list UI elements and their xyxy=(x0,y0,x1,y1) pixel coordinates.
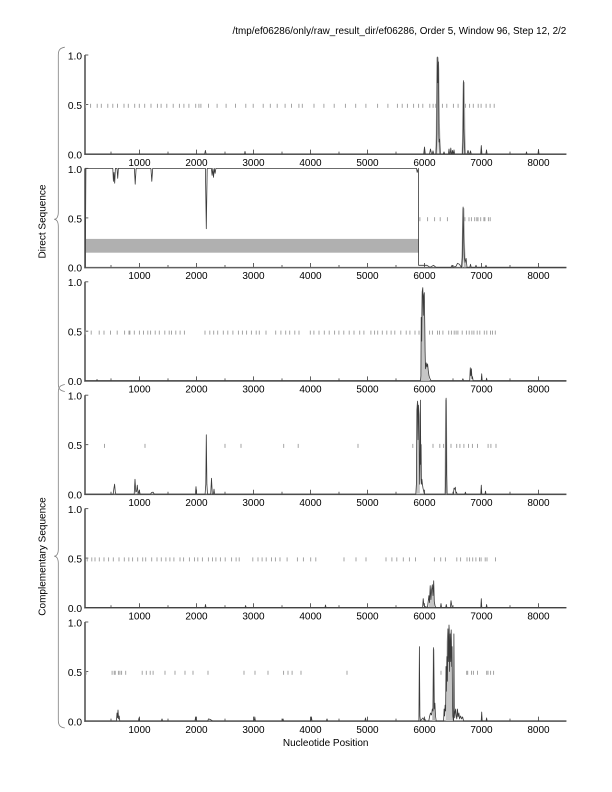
svg-text:6000: 6000 xyxy=(413,271,436,282)
svg-text:1.0: 1.0 xyxy=(68,618,82,629)
svg-text:3000: 3000 xyxy=(242,271,265,282)
svg-text:2000: 2000 xyxy=(185,158,208,169)
svg-text:4000: 4000 xyxy=(299,498,322,509)
svg-text:5000: 5000 xyxy=(356,385,379,396)
svg-text:0.5: 0.5 xyxy=(68,328,82,339)
svg-text:5000: 5000 xyxy=(356,271,379,282)
svg-text:0.5: 0.5 xyxy=(68,441,82,452)
svg-text:1.0: 1.0 xyxy=(68,51,82,62)
svg-text:5000: 5000 xyxy=(356,498,379,509)
svg-text:Nucleotide Position: Nucleotide Position xyxy=(283,738,369,749)
svg-text:6000: 6000 xyxy=(413,725,436,736)
svg-text:/tmp/ef06286/only/raw_result_d: /tmp/ef06286/only/raw_result_dir/ef06286… xyxy=(233,26,567,37)
svg-text:0.0: 0.0 xyxy=(68,150,82,161)
svg-text:2000: 2000 xyxy=(185,498,208,509)
svg-text:7000: 7000 xyxy=(470,725,493,736)
svg-text:1.0: 1.0 xyxy=(68,278,82,289)
svg-text:7000: 7000 xyxy=(470,385,493,396)
svg-text:7000: 7000 xyxy=(470,158,493,169)
svg-text:0.0: 0.0 xyxy=(68,604,82,615)
svg-text:Direct Sequence: Direct Sequence xyxy=(37,184,48,258)
svg-text:0.5: 0.5 xyxy=(68,554,82,565)
svg-text:3000: 3000 xyxy=(242,611,265,622)
svg-text:3000: 3000 xyxy=(242,158,265,169)
svg-text:8000: 8000 xyxy=(527,611,550,622)
svg-text:1000: 1000 xyxy=(128,725,151,736)
svg-text:1000: 1000 xyxy=(128,271,151,282)
svg-text:4000: 4000 xyxy=(299,385,322,396)
svg-text:1000: 1000 xyxy=(128,611,151,622)
svg-text:5000: 5000 xyxy=(356,611,379,622)
svg-text:7000: 7000 xyxy=(470,611,493,622)
svg-text:4000: 4000 xyxy=(299,271,322,282)
svg-text:2000: 2000 xyxy=(185,611,208,622)
svg-text:0.5: 0.5 xyxy=(68,214,82,225)
svg-text:1.0: 1.0 xyxy=(68,165,82,176)
svg-text:4000: 4000 xyxy=(299,725,322,736)
svg-text:0.0: 0.0 xyxy=(68,264,82,275)
svg-text:6000: 6000 xyxy=(413,611,436,622)
svg-text:6000: 6000 xyxy=(413,385,436,396)
svg-text:8000: 8000 xyxy=(527,385,550,396)
svg-text:8000: 8000 xyxy=(527,498,550,509)
svg-text:8000: 8000 xyxy=(527,725,550,736)
svg-text:0.0: 0.0 xyxy=(68,491,82,502)
svg-text:2000: 2000 xyxy=(185,385,208,396)
svg-text:1000: 1000 xyxy=(128,498,151,509)
svg-text:8000: 8000 xyxy=(527,271,550,282)
svg-text:0.0: 0.0 xyxy=(68,377,82,388)
svg-text:3000: 3000 xyxy=(242,385,265,396)
svg-text:2000: 2000 xyxy=(185,725,208,736)
svg-text:6000: 6000 xyxy=(413,498,436,509)
svg-text:1000: 1000 xyxy=(128,385,151,396)
svg-text:5000: 5000 xyxy=(356,725,379,736)
svg-text:Complementary Sequence: Complementary Sequence xyxy=(37,497,48,616)
svg-text:0.0: 0.0 xyxy=(68,717,82,728)
svg-text:3000: 3000 xyxy=(242,498,265,509)
svg-text:1.0: 1.0 xyxy=(68,392,82,403)
svg-text:7000: 7000 xyxy=(470,271,493,282)
svg-text:1000: 1000 xyxy=(128,158,151,169)
svg-text:1.0: 1.0 xyxy=(68,505,82,516)
svg-text:7000: 7000 xyxy=(470,498,493,509)
svg-text:6000: 6000 xyxy=(413,158,436,169)
svg-text:0.5: 0.5 xyxy=(68,101,82,112)
svg-text:4000: 4000 xyxy=(299,158,322,169)
svg-text:3000: 3000 xyxy=(242,725,265,736)
svg-text:5000: 5000 xyxy=(356,158,379,169)
svg-text:0.5: 0.5 xyxy=(68,668,82,679)
svg-text:8000: 8000 xyxy=(527,158,550,169)
svg-text:2000: 2000 xyxy=(185,271,208,282)
svg-text:4000: 4000 xyxy=(299,611,322,622)
